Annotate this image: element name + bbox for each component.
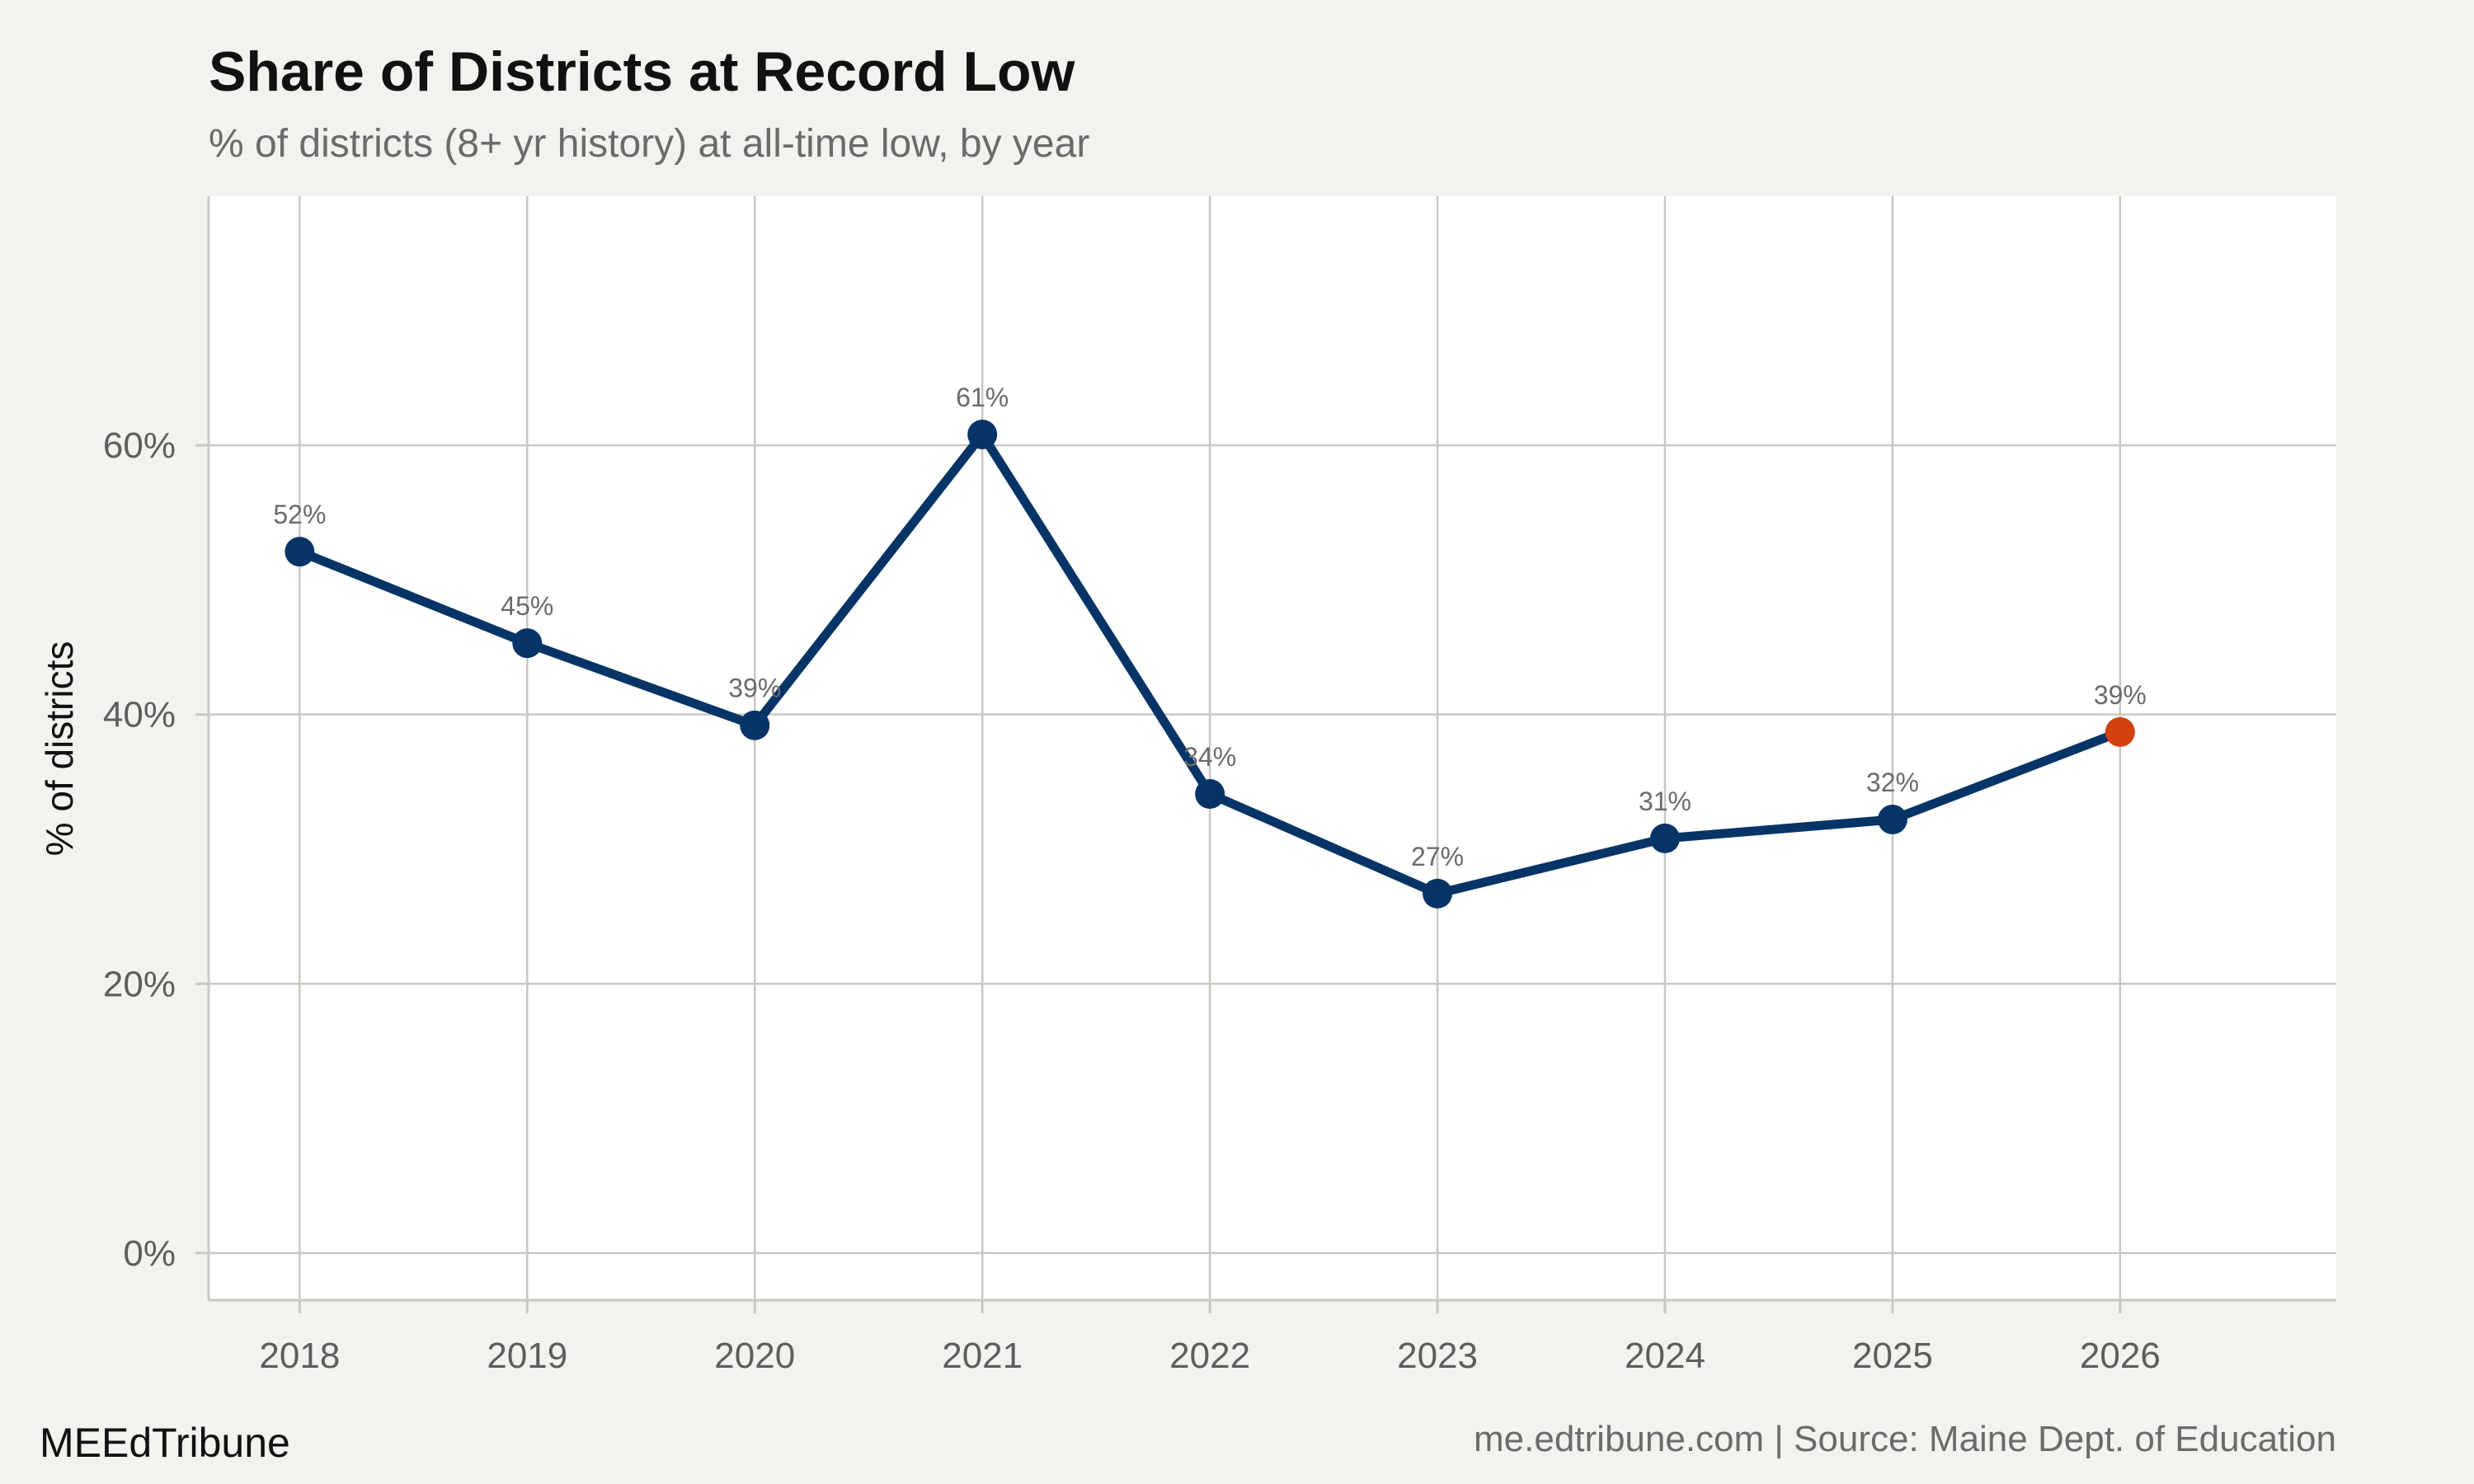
chart-title: Share of Districts at Record Low — [209, 40, 1076, 103]
y-tick-label-1: 20% — [103, 964, 176, 1004]
brand-logo-text: MEEdTribune — [40, 1420, 290, 1466]
y-tick-label-2: 40% — [103, 695, 176, 735]
data-label-3: 61% — [956, 383, 1009, 412]
data-label-6: 31% — [1639, 787, 1691, 816]
data-label-5: 27% — [1411, 842, 1464, 871]
x-tick-labels: 2018 2019 2020 2021 2022 2023 2024 2025 2026 — [259, 1300, 2161, 1376]
y-tick-labels: 0% 20% 40% 60% — [103, 425, 209, 1274]
highlight-point-8 — [2105, 716, 2135, 747]
x-tick-label-1: 2019 — [487, 1336, 567, 1376]
data-label-4: 34% — [1183, 742, 1236, 772]
y-tick-label-0: 0% — [123, 1233, 176, 1274]
gridlines — [209, 196, 2336, 1300]
data-point-2 — [740, 710, 770, 740]
x-tick-label-2: 2020 — [714, 1336, 795, 1376]
data-points — [285, 420, 2135, 909]
y-axis-label: % of districts — [38, 641, 81, 857]
source-caption: me.edtribune.com | Source: Maine Dept. o… — [1474, 1419, 2336, 1459]
x-tick-label-6: 2024 — [1625, 1336, 1705, 1376]
data-label-0: 52% — [273, 500, 326, 529]
data-point-5 — [1423, 878, 1453, 909]
x-tick-label-4: 2022 — [1169, 1336, 1250, 1376]
data-point-3 — [967, 420, 998, 450]
x-tick-label-3: 2021 — [942, 1336, 1023, 1376]
data-label-7: 32% — [1866, 768, 1919, 797]
data-point-4 — [1195, 779, 1225, 810]
chart-subtitle: % of districts (8+ yr history) at all-ti… — [209, 122, 1089, 166]
y-tick-label-3: 60% — [103, 425, 176, 466]
x-tick-label-0: 2018 — [259, 1336, 340, 1376]
data-point-1 — [512, 628, 543, 659]
data-point-7 — [1877, 805, 1907, 835]
data-point-0 — [285, 537, 315, 567]
x-tick-label-8: 2026 — [2080, 1336, 2161, 1376]
x-tick-label-5: 2023 — [1397, 1336, 1478, 1376]
data-label-8: 39% — [2094, 680, 2147, 710]
data-point-6 — [1649, 823, 1680, 853]
data-label-1: 45% — [501, 591, 553, 621]
x-tick-label-7: 2025 — [1852, 1336, 1933, 1376]
plot-panel — [209, 196, 2336, 1300]
data-label-2: 39% — [728, 674, 781, 703]
data-labels: 52% 45% 39% 61% 34% 27% 31% 32% 39% — [273, 383, 2147, 871]
